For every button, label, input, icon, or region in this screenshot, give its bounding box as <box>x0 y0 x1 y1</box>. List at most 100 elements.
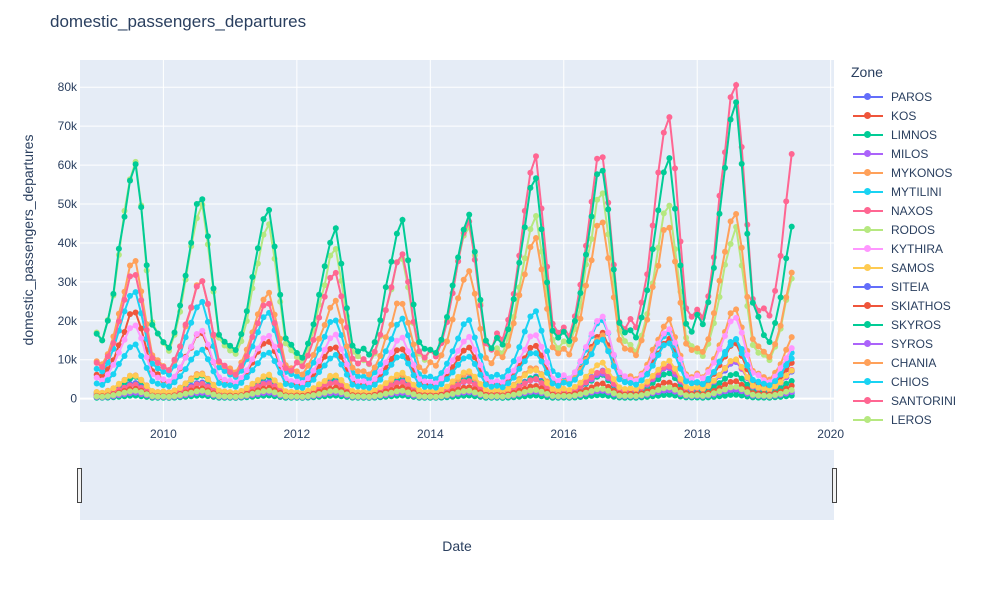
data-point <box>110 385 117 392</box>
data-point <box>466 317 473 324</box>
data-point <box>510 374 517 381</box>
range-slider-left-handle[interactable] <box>77 468 82 503</box>
data-point <box>216 393 222 400</box>
legend-item-limnos[interactable]: LIMNOS <box>851 125 956 144</box>
data-point <box>288 393 295 400</box>
data-point <box>188 343 195 350</box>
data-point <box>560 328 567 335</box>
legend-label: KOS <box>891 108 917 123</box>
data-point <box>521 328 528 335</box>
data-point <box>666 391 673 398</box>
data-point <box>271 389 278 396</box>
legend-item-skyros[interactable]: SKYROS <box>851 315 956 334</box>
data-point <box>132 387 139 394</box>
data-point <box>166 344 172 351</box>
data-point <box>388 356 395 362</box>
legend-item-chios[interactable]: CHIOS <box>851 372 956 391</box>
data-point <box>121 213 128 220</box>
legend-item-naxos[interactable]: NAXOS <box>851 201 956 220</box>
series-kythira[interactable] <box>93 313 795 387</box>
data-point <box>649 352 656 359</box>
data-point <box>393 380 400 387</box>
data-point <box>466 378 473 385</box>
range-slider[interactable] <box>77 450 837 520</box>
data-point <box>355 373 361 380</box>
data-point <box>332 297 339 304</box>
data-point <box>599 332 606 339</box>
series-samos[interactable] <box>93 356 795 396</box>
data-point <box>788 223 795 230</box>
legend-item-siteia[interactable]: SITEIA <box>851 277 956 296</box>
legend-item-milos[interactable]: MILOS <box>851 144 956 163</box>
data-point <box>444 383 450 390</box>
legend-item-mytilini[interactable]: MYTILINI <box>851 182 956 201</box>
data-point <box>499 374 506 381</box>
series-chios[interactable] <box>93 336 795 391</box>
legend-item-rodos[interactable]: RODOS <box>851 220 956 239</box>
legend-item-samos[interactable]: SAMOS <box>851 258 956 277</box>
data-point <box>577 391 584 398</box>
legend-item-kos[interactable]: KOS <box>851 106 956 125</box>
legend-item-skiathos[interactable]: SKIATHOS <box>851 296 956 315</box>
legend-item-leros[interactable]: LEROS <box>851 410 956 429</box>
legend-item-chania[interactable]: CHANIA <box>851 353 956 372</box>
data-point <box>166 378 172 385</box>
data-point <box>477 296 484 303</box>
data-point <box>227 377 234 384</box>
data-point <box>694 311 701 318</box>
data-point <box>349 355 356 362</box>
series-leros[interactable] <box>93 383 795 400</box>
data-point <box>772 383 779 390</box>
data-point <box>138 376 145 383</box>
data-point <box>366 393 373 400</box>
data-point <box>332 331 339 338</box>
data-point <box>127 311 133 318</box>
data-point <box>544 305 551 312</box>
data-point <box>421 345 428 352</box>
data-point <box>388 284 395 291</box>
data-point <box>460 276 467 283</box>
data-point <box>616 384 623 391</box>
data-point <box>366 371 373 378</box>
data-point <box>699 381 706 388</box>
legend-item-mykonos[interactable]: MYKONOS <box>851 163 956 182</box>
data-point <box>705 376 712 383</box>
data-point <box>666 316 673 323</box>
data-point <box>254 389 261 396</box>
data-point <box>516 356 523 363</box>
legend-item-syros[interactable]: SYROS <box>851 334 956 353</box>
data-point <box>772 378 779 385</box>
data-point <box>538 327 545 334</box>
data-point <box>716 358 723 365</box>
data-point <box>171 356 178 363</box>
range-slider-right-handle[interactable] <box>832 468 837 503</box>
data-point <box>655 376 662 383</box>
data-point <box>393 300 400 307</box>
data-point <box>738 244 745 251</box>
legend-swatch <box>853 358 883 368</box>
data-point <box>393 230 400 237</box>
data-point <box>533 308 539 315</box>
data-point <box>783 380 790 387</box>
data-point <box>755 349 762 356</box>
legend-item-santorini[interactable]: SANTORINI <box>851 391 956 410</box>
data-point <box>499 384 506 391</box>
data-point <box>260 335 267 342</box>
chart-title: domestic_passengers_departures <box>50 12 307 31</box>
data-point <box>733 371 740 377</box>
x-tick-label: 2020 <box>817 427 844 441</box>
data-point <box>571 336 578 343</box>
legend-item-kythira[interactable]: KYTHIRA <box>851 239 956 258</box>
data-point <box>788 269 795 276</box>
data-point <box>744 381 751 388</box>
data-point <box>783 355 790 362</box>
data-point <box>260 373 267 380</box>
legend-item-paros[interactable]: PAROS <box>851 87 956 106</box>
data-point <box>149 355 156 361</box>
data-point <box>627 385 634 392</box>
data-point <box>583 359 589 366</box>
data-point <box>649 362 656 369</box>
series-limnos[interactable] <box>93 99 795 361</box>
data-point <box>349 364 356 371</box>
data-point <box>405 360 412 367</box>
